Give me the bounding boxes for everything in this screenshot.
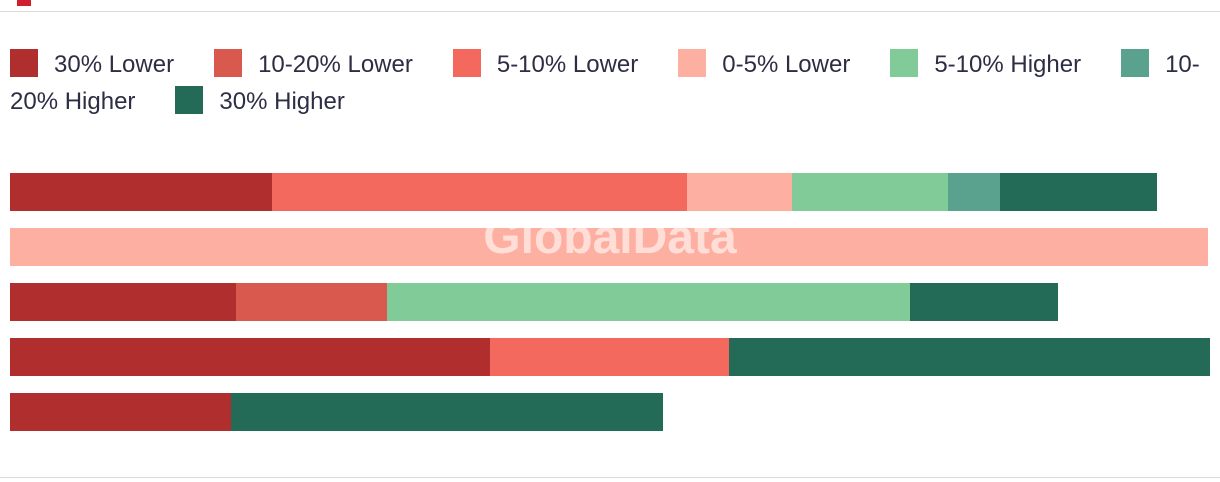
legend-swatch <box>890 49 919 77</box>
bottom-divider <box>0 477 1220 478</box>
legend-item[interactable]: 30% Lower <box>10 49 175 78</box>
legend-item[interactable]: 30% Higher <box>175 86 345 115</box>
legend-item[interactable]: 0-5% Lower <box>678 49 851 78</box>
bar-segment[interactable] <box>10 393 231 431</box>
chart-legend: 30% Lower 10-20% Lower 5-10% Lower 0-5% Low… <box>10 46 1215 120</box>
legend-label: 30% Lower <box>54 51 175 78</box>
bar-segment[interactable] <box>271 173 687 211</box>
bar-segment[interactable] <box>686 173 793 211</box>
bar-segment[interactable] <box>948 173 1000 211</box>
legend-swatch <box>678 49 707 77</box>
legend-item[interactable]: 5-10% Lower <box>452 49 639 78</box>
bar-segment[interactable] <box>230 393 663 431</box>
bar-segment[interactable] <box>10 173 272 211</box>
bar-plot <box>10 173 1210 448</box>
legend-swatch <box>214 49 243 77</box>
bar-row <box>10 338 1210 376</box>
legend-label: 0-5% Lower <box>722 51 851 78</box>
legend-item[interactable]: 10-20% Lower <box>214 49 413 78</box>
legend-item[interactable]: 5-10% Higher <box>890 49 1082 78</box>
bar-segment[interactable] <box>792 173 949 211</box>
bar-segment[interactable] <box>235 283 387 321</box>
brand-accent-mark <box>17 0 31 6</box>
bar-row <box>10 228 1210 266</box>
bar-segment[interactable] <box>728 338 1210 376</box>
legend-swatch <box>1121 49 1150 77</box>
legend-swatch <box>175 86 204 114</box>
legend-label: 5-10% Higher <box>934 51 1082 78</box>
bar-row <box>10 173 1210 211</box>
bar-segment[interactable] <box>10 338 490 376</box>
bar-segment[interactable] <box>10 283 236 321</box>
legend-label: 5-10% Lower <box>496 51 639 78</box>
bar-segment[interactable] <box>386 283 910 321</box>
legend-label: 30% Higher <box>219 88 345 115</box>
bar-row <box>10 283 1210 321</box>
bar-segment[interactable] <box>909 283 1058 321</box>
legend-swatch <box>452 49 481 77</box>
top-divider <box>0 11 1220 12</box>
bar-segment[interactable] <box>10 228 1208 266</box>
legend-label: 10-20% Higher <box>10 51 1200 115</box>
bar-row <box>10 393 1210 431</box>
legend-item[interactable]: 10-20% Higher <box>10 49 1200 115</box>
legend-swatch <box>10 49 38 77</box>
bar-segment[interactable] <box>490 338 729 376</box>
legend-label: 10-20% Lower <box>258 51 413 78</box>
bar-segment[interactable] <box>999 173 1158 211</box>
